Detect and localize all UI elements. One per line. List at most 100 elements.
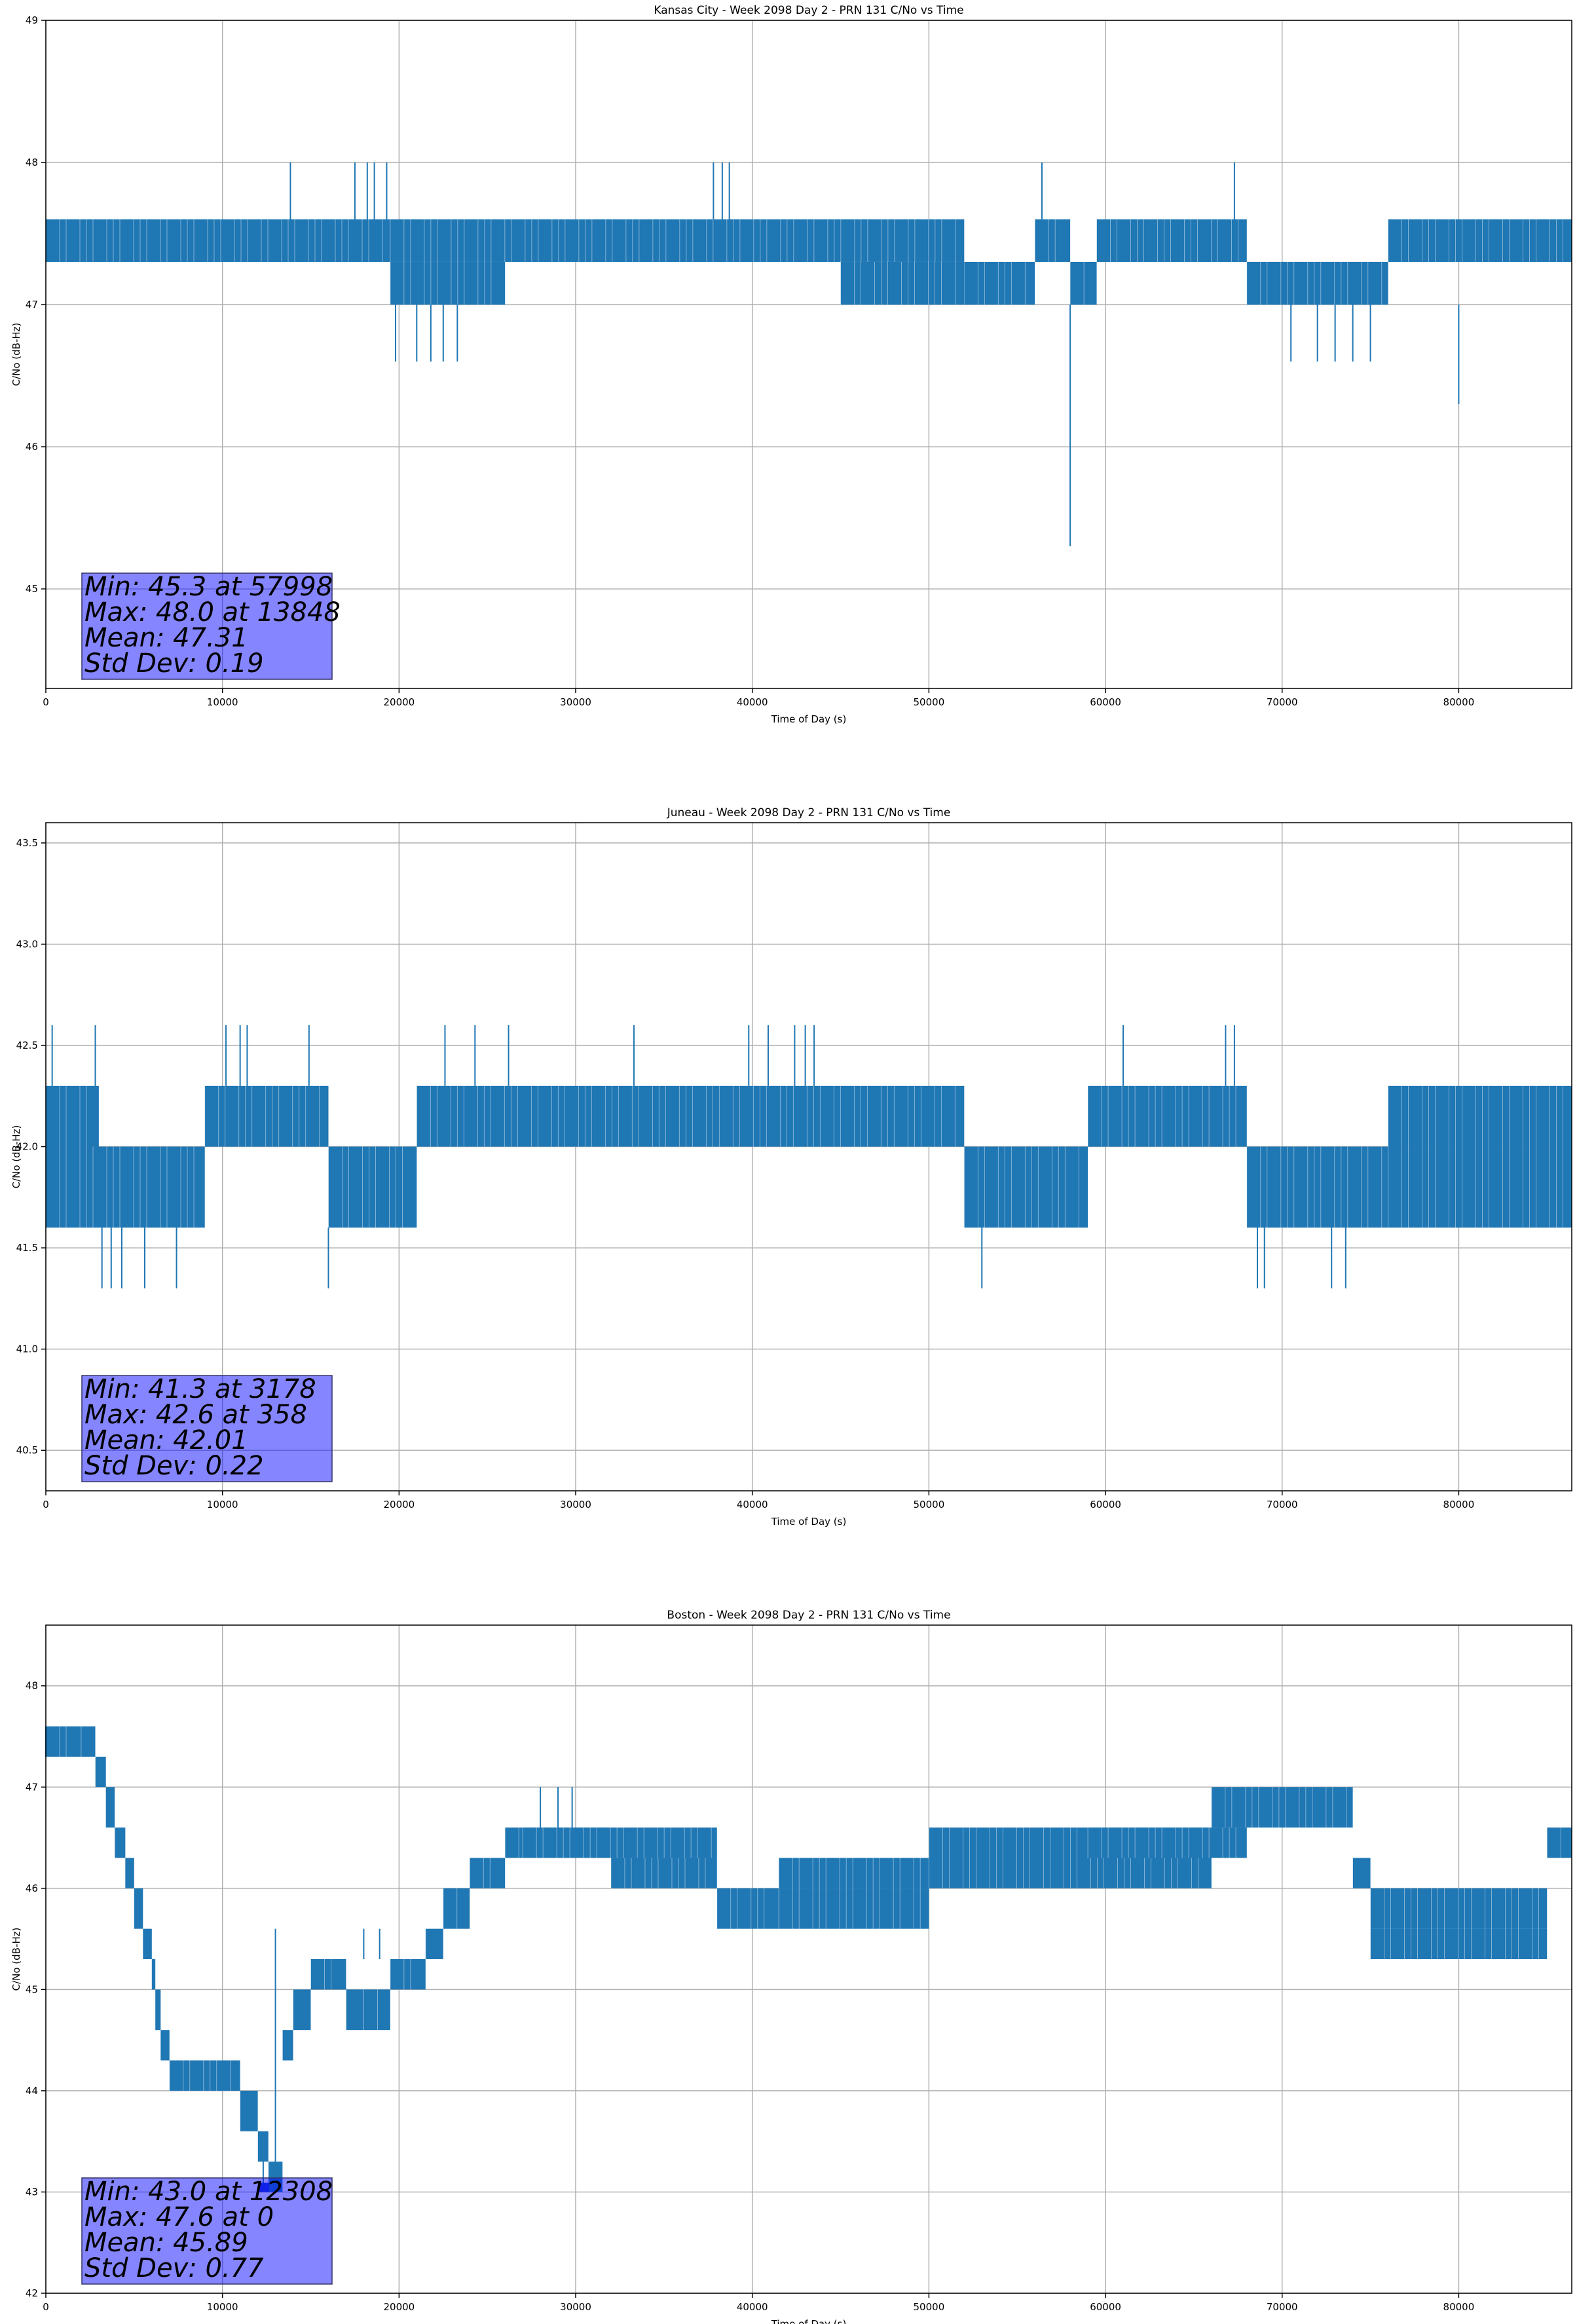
plot-frame — [45, 822, 1572, 1491]
data-band — [1246, 1146, 1388, 1228]
data-band — [390, 1959, 426, 1990]
data-band — [363, 1989, 390, 2031]
data-band — [105, 1787, 115, 1828]
data-band — [81, 1726, 96, 1757]
stats-line: Max: 42.6 at 358 — [84, 1400, 307, 1430]
x-tick-label: 10000 — [207, 2301, 238, 2313]
y-tick-label: 48 — [26, 1680, 38, 1692]
x-tick-label: 70000 — [1267, 1499, 1298, 1510]
stats-line: Max: 48.0 at 13848 — [84, 597, 341, 628]
x-tick-label: 10000 — [207, 1499, 238, 1510]
stats-line: Mean: 45.89 — [84, 2228, 248, 2258]
data-band — [155, 1989, 161, 2031]
y-tick-label: 42 — [26, 2287, 38, 2299]
data-band — [257, 2131, 269, 2162]
data-band — [523, 1827, 717, 1858]
y-tick-label: 42.5 — [16, 1040, 38, 1051]
y-tick-label: 43 — [26, 2186, 38, 2198]
y-tick-label: 47 — [26, 1781, 38, 1793]
data-band — [169, 2060, 240, 2091]
data-band — [417, 1085, 965, 1147]
x-tick-label: 40000 — [737, 2301, 768, 2313]
chart-title: Kansas City - Week 2098 Day 2 - PRN 131 … — [654, 4, 963, 17]
x-tick-label: 50000 — [914, 2301, 945, 2313]
chart-title: Boston - Week 2098 Day 2 - PRN 131 C/No … — [667, 1609, 950, 1622]
x-tick-label: 30000 — [560, 1499, 591, 1510]
x-tick-label: 80000 — [1443, 1499, 1475, 1510]
stats-line: Max: 47.6 at 0 — [84, 2202, 274, 2232]
data-band — [425, 1928, 443, 1959]
data-band — [1088, 1085, 1247, 1147]
y-axis-label: C/No (dB-Hz) — [10, 323, 22, 386]
data-band — [46, 1085, 99, 1147]
stats-line: Mean: 47.31 — [84, 623, 248, 653]
data-band — [390, 261, 506, 305]
data-band — [134, 1888, 143, 1929]
data-band — [1370, 1888, 1548, 1929]
x-tick-label: 60000 — [1090, 2301, 1121, 2313]
x-tick-label: 50000 — [914, 696, 945, 708]
x-axis-label: Time of Day (s) — [771, 713, 847, 725]
y-tick-label: 40.5 — [16, 1444, 38, 1456]
data-band — [293, 1989, 311, 2031]
data-band — [610, 1858, 717, 1888]
data-band — [1070, 261, 1097, 305]
data-band — [779, 1888, 929, 1929]
data-band — [390, 219, 965, 262]
plot-frame — [45, 20, 1572, 689]
x-tick-label: 30000 — [560, 696, 591, 708]
data-band — [240, 2090, 258, 2131]
stats-box — [81, 572, 333, 680]
data-band — [115, 1827, 126, 1858]
data-band — [268, 2162, 283, 2192]
y-tick-label: 47 — [26, 299, 38, 310]
y-tick-label: 45 — [26, 1983, 38, 1995]
stats-line: Min: 41.3 at 3178 — [84, 1374, 316, 1404]
chart-title: Juneau - Week 2098 Day 2 - PRN 131 C/No … — [667, 806, 951, 819]
data-band — [1352, 1858, 1371, 1888]
data-band — [1388, 1146, 1572, 1228]
data-band — [1246, 261, 1388, 305]
stats-line: Min: 43.0 at 12308 — [84, 2177, 333, 2207]
data-band — [1388, 219, 1572, 262]
data-band — [779, 1858, 929, 1888]
y-axis-label: C/No (dB-Hz) — [10, 1125, 22, 1189]
x-tick-label: 60000 — [1090, 696, 1121, 708]
data-band — [1388, 1085, 1572, 1147]
stats-line: Mean: 42.01 — [84, 1425, 248, 1455]
data-band — [964, 261, 1035, 305]
data-band — [46, 1146, 205, 1228]
data-band — [328, 1146, 417, 1228]
y-tick-label: 49 — [26, 14, 38, 26]
plot-background — [46, 1625, 1572, 2293]
x-axis-label: Time of Day (s) — [771, 1516, 847, 1527]
y-axis-label: C/No (dB-Hz) — [10, 1928, 22, 1991]
data-band — [1211, 1787, 1353, 1828]
x-tick-label: 20000 — [383, 1499, 415, 1510]
x-tick-label: 20000 — [383, 2301, 415, 2313]
chart-panel-1: 0 10000 20000 30000 40000 50000 60000 70000 8000… — [10, 4, 1572, 725]
stats-box — [81, 1375, 333, 1482]
data-band — [204, 1085, 329, 1147]
data-band — [160, 2030, 170, 2061]
y-tick-label: 48 — [26, 157, 38, 168]
data-band — [143, 1928, 152, 1959]
x-tick-label: 40000 — [737, 696, 768, 708]
x-tick-label: 70000 — [1267, 696, 1298, 708]
x-tick-label: 70000 — [1267, 2301, 1298, 2313]
x-tick-label: 50000 — [914, 1499, 945, 1510]
data-band — [282, 2030, 293, 2061]
stats-line: Std Dev: 0.22 — [84, 1451, 264, 1481]
data-band — [1547, 1827, 1572, 1858]
x-tick-label: 80000 — [1443, 696, 1475, 708]
data-band — [46, 219, 390, 262]
data-marker — [258, 2183, 269, 2192]
y-tick-label: 45 — [26, 583, 38, 595]
data-band — [716, 1888, 779, 1929]
y-tick-label: 46 — [26, 1883, 38, 1894]
stats-line: Std Dev: 0.19 — [84, 648, 264, 679]
